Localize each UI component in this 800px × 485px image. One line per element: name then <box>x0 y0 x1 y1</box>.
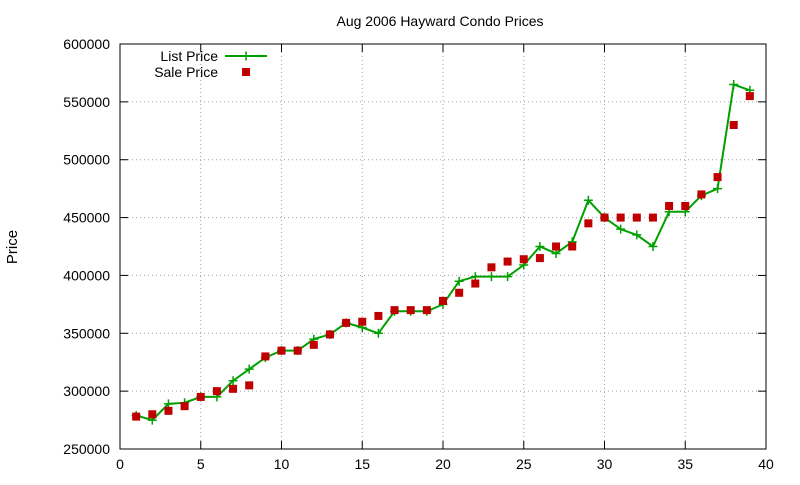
data-point <box>261 352 270 361</box>
y-tick-label: 500000 <box>63 152 110 168</box>
data-point <box>454 276 464 286</box>
data-point <box>535 254 544 263</box>
y-tick-label: 350000 <box>63 325 110 341</box>
data-point <box>648 242 658 251</box>
data-series <box>131 80 755 425</box>
data-point <box>132 412 141 421</box>
y-tick-label: 550000 <box>63 94 110 110</box>
y-tick-label: 300000 <box>63 383 110 399</box>
data-point <box>228 376 238 386</box>
data-point <box>535 242 545 251</box>
data-point <box>616 224 626 234</box>
data-point <box>632 230 642 240</box>
legend-label: Sale Price <box>154 64 218 80</box>
x-tick-label: 35 <box>677 456 693 472</box>
data-point <box>583 195 593 205</box>
plot-border <box>119 43 767 450</box>
data-point <box>229 384 238 393</box>
data-point <box>325 330 334 339</box>
data-point <box>342 318 351 327</box>
x-tick-label: 40 <box>758 456 774 472</box>
data-point <box>503 272 513 282</box>
legend-marker <box>242 68 250 76</box>
data-point <box>713 184 723 194</box>
x-tick-label: 20 <box>435 456 451 472</box>
x-tick-label: 30 <box>597 456 613 472</box>
x-tick-label: 15 <box>354 456 370 472</box>
data-point <box>422 306 431 315</box>
data-point <box>390 306 399 315</box>
x-tick-label: 5 <box>197 456 205 472</box>
data-point <box>487 263 496 272</box>
data-point <box>729 121 738 129</box>
data-point <box>713 173 722 182</box>
data-point <box>148 410 157 419</box>
data-point <box>406 306 415 315</box>
data-point <box>584 219 593 228</box>
x-tick-label: 10 <box>274 456 290 472</box>
chart-title: Aug 2006 Hayward Condo Prices <box>336 13 543 29</box>
data-point <box>665 202 674 210</box>
legend-marker <box>241 51 251 61</box>
data-point <box>471 279 480 288</box>
data-point <box>374 311 383 320</box>
data-point <box>745 92 754 101</box>
data-point <box>648 213 657 222</box>
legend-label: List Price <box>160 48 218 64</box>
data-point <box>309 340 318 349</box>
data-point <box>681 202 690 210</box>
data-point <box>632 213 641 222</box>
data-point <box>600 213 609 222</box>
data-point <box>245 381 254 390</box>
y-axis-label: Price <box>4 230 21 264</box>
data-point <box>358 317 367 326</box>
x-tick-label: 25 <box>516 456 532 472</box>
y-tick-label: 450000 <box>63 210 110 226</box>
data-point <box>196 392 205 401</box>
y-tick-label: 400000 <box>63 267 110 283</box>
data-point <box>616 213 625 222</box>
data-point <box>729 80 739 89</box>
data-point <box>293 346 302 355</box>
data-point <box>486 272 496 282</box>
y-tick-label: 600000 <box>63 36 110 52</box>
data-point <box>277 346 286 355</box>
series-sale-price <box>132 92 754 421</box>
x-tick-label: 0 <box>116 456 124 472</box>
data-point <box>552 242 561 251</box>
data-point <box>519 255 528 264</box>
data-point <box>212 387 221 396</box>
y-tick-label: 250000 <box>63 441 110 457</box>
data-point <box>180 402 189 411</box>
data-point <box>244 364 254 374</box>
axis-ticks: 0 5 10 15 20 25 30 35 40 250000 300000 350000 400000… <box>63 36 774 472</box>
data-point <box>373 328 383 338</box>
data-point <box>568 242 577 251</box>
data-point <box>439 296 447 305</box>
data-point <box>503 257 512 266</box>
data-point <box>164 406 173 415</box>
data-point <box>455 288 464 297</box>
data-point <box>697 190 706 199</box>
